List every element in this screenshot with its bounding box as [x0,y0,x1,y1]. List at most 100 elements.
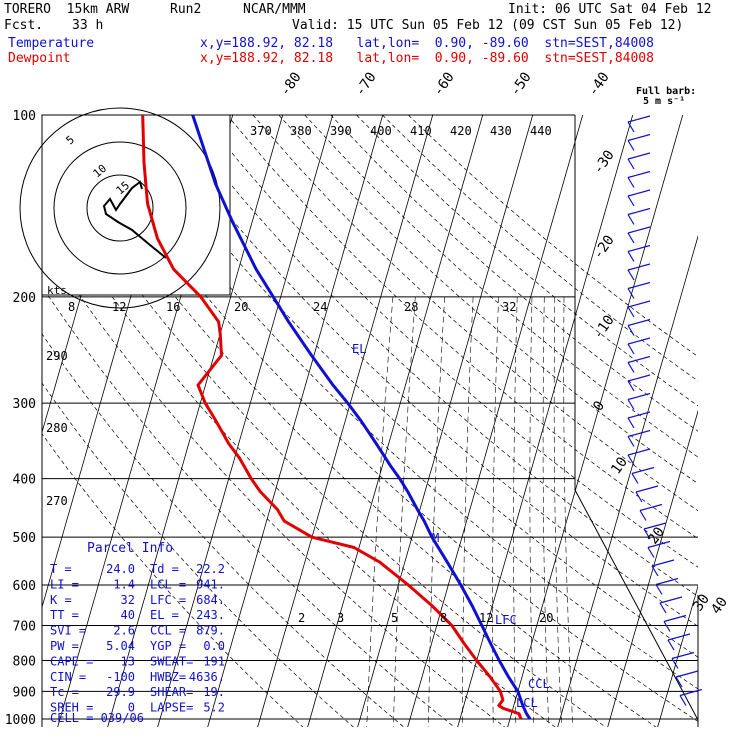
parcel-param-value: 19. [203,685,225,699]
theta-side-label: 290 [46,349,68,363]
mixing-ratio-label: 8 [440,611,447,625]
mixing-ratio-line [366,296,394,727]
wind-barb-flag [631,473,639,484]
wind-barb-flag [627,362,635,373]
parcel-param-value: 0 [128,701,135,715]
dry-adiabat-line [200,115,698,568]
wind-barb [627,133,651,142]
wind-barb [627,355,651,364]
isotherm-label: 40 [708,594,731,617]
wind-barb-flag [635,491,643,503]
parcel-param-value: 5.04 [106,639,135,653]
pressure-label: 500 [13,531,36,546]
isotherm-label: -60 [430,69,458,99]
parcel-param-label: TT = [50,608,79,622]
parcel-param-value: 32 [121,593,135,607]
isotherm-line [407,115,584,727]
wind-barb-flag [627,121,635,133]
isotherm-line [207,115,384,727]
dry-adiabat-line [45,115,657,727]
hodograph-ring [53,141,187,275]
org-label: NCAR/MMM [243,2,306,17]
wind-barb-flag [627,288,635,299]
wind-barb-flag [627,195,635,207]
parcel-param-value: 5.2 [203,701,225,715]
legend-dewpoint-label: Dewpoint [8,51,71,66]
model-name: TORERO 15km ARW [4,2,130,17]
wind-barb-flag [627,399,635,410]
wind-barb-flag [627,306,635,318]
wind-barb-flag [627,417,635,429]
mixing-ratio-line [563,296,574,727]
parcel-param-value: 13 [121,654,135,668]
wind-barb [667,633,691,641]
wind-barbs [627,115,703,706]
wind-barb-flag [675,676,683,688]
init-time: Init: 06 UTC Sat 04 Feb 12 [508,2,712,17]
parcel-param-value: -100 [106,670,135,684]
dry-adiabat-line [174,115,698,597]
valid-time: Valid: 15 UTC Sun 05 Feb 12 (09 CST Sun … [292,18,684,33]
wind-barb [627,318,651,327]
wind-barb-flag [627,436,635,447]
parcel-param-value: 191 [203,654,225,668]
wind-barb-flag [667,639,675,651]
parcel-param-value: 1.4 [113,577,135,591]
mixing-ratio-line [542,296,550,727]
parcel-param-label: SREH = [50,701,93,715]
dry-adiabat-line [71,115,698,722]
parcel-param-value: 2.6 [113,624,135,638]
wind-barb-flag [627,232,635,244]
dry-adiabat-line [149,115,698,627]
wind-barb [643,522,667,530]
parcel-param-label: LI = [50,577,79,591]
parcel-param-value: 684. [196,593,225,607]
mixing-ratio-line [513,296,518,727]
dry-adiabat-line [42,285,455,727]
pressure-label: 900 [13,685,36,700]
el-marker: EL [352,342,366,356]
wind-barb [627,244,651,253]
mixing-ratio-label: 28 [404,300,418,314]
wind-barb [627,170,651,179]
wind-barb-flag [663,621,671,632]
isotherm-label: 0 [590,398,608,414]
mixing-ratio-label: 12 [479,611,493,625]
parcel-param-label: HWBZ= [150,670,186,684]
dry-adiabat-line [356,115,698,407]
pressure-label: 1000 [5,713,36,728]
wind-barb-flag [627,158,635,170]
cell-motion: CELL = 039/06 [50,711,144,725]
mixing-ratio-line [428,296,445,727]
dewpoint-profile [141,114,523,720]
hodograph-frame [41,114,231,296]
wind-barb-flag [639,510,647,521]
temperature-profile [191,114,532,720]
wind-barb [627,281,651,290]
wind-barb-flag [627,269,635,281]
dry-adiabat-line [42,433,304,727]
legend-dewpoint-info: x,y=188.92, 82.18 lat,lon= 0.90, -89.60 … [200,51,654,66]
wind-barb [627,337,651,345]
wind-barb [679,688,703,697]
wind-barb [627,115,651,123]
mixing-ratio-line [492,296,499,727]
wind-barb [627,226,651,234]
lcl-marker: LCL [516,696,538,710]
isotherm-line [657,584,698,727]
wind-barb-flag [679,695,687,706]
dry-adiabat-line [382,115,698,382]
mixing-ratio-line [529,296,535,727]
dry-adiabat-line [42,194,556,727]
isotherm-label: -80 [277,69,305,99]
parcel-param-value: 0.0 [203,639,225,653]
lfc-marker: LFC [495,613,517,627]
parcel-param-value: 22.2 [196,562,225,576]
isotherm-line [507,115,684,727]
legend-temperature-info: x,y=188.92, 82.18 lat,lon= 0.90, -89.60 … [200,36,654,51]
parcel-param-label: CAPE = [50,654,93,668]
wind-barb-flag [643,528,651,540]
wind-barb [627,411,651,419]
isotherm-line [607,409,698,727]
wind-barb [627,429,651,438]
